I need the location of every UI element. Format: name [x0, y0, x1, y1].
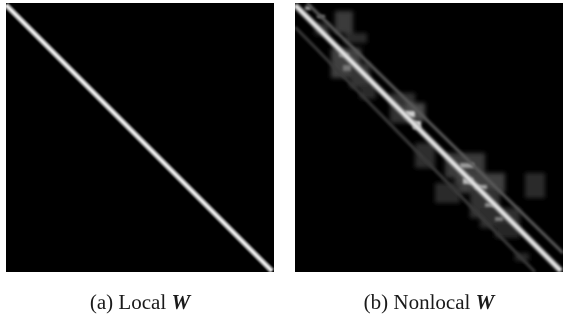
nonlocal-w-caption-symbol: W — [475, 290, 495, 314]
local-w-caption-label: (a) Local — [89, 290, 167, 314]
local-w-matrix-svg — [6, 3, 274, 272]
nonlocal-w-caption-label: (b) Nonlocal — [363, 290, 471, 314]
local-w-matrix-image — [6, 3, 274, 272]
nonlocal-w-caption: (b) Nonlocal W — [295, 290, 563, 315]
nonlocal-w-secondary-band — [305, 3, 563, 255]
nonlocal-w-lower-band — [295, 25, 537, 272]
local-w-diagonal — [6, 4, 273, 272]
nonlocal-w-matrix-svg — [295, 3, 563, 272]
local-w-caption: (a) Local W — [6, 290, 274, 315]
local-w-caption-symbol: W — [171, 290, 191, 314]
nonlocal-w-diagonal — [295, 4, 562, 272]
nonlocal-w-matrix-image — [295, 3, 563, 272]
